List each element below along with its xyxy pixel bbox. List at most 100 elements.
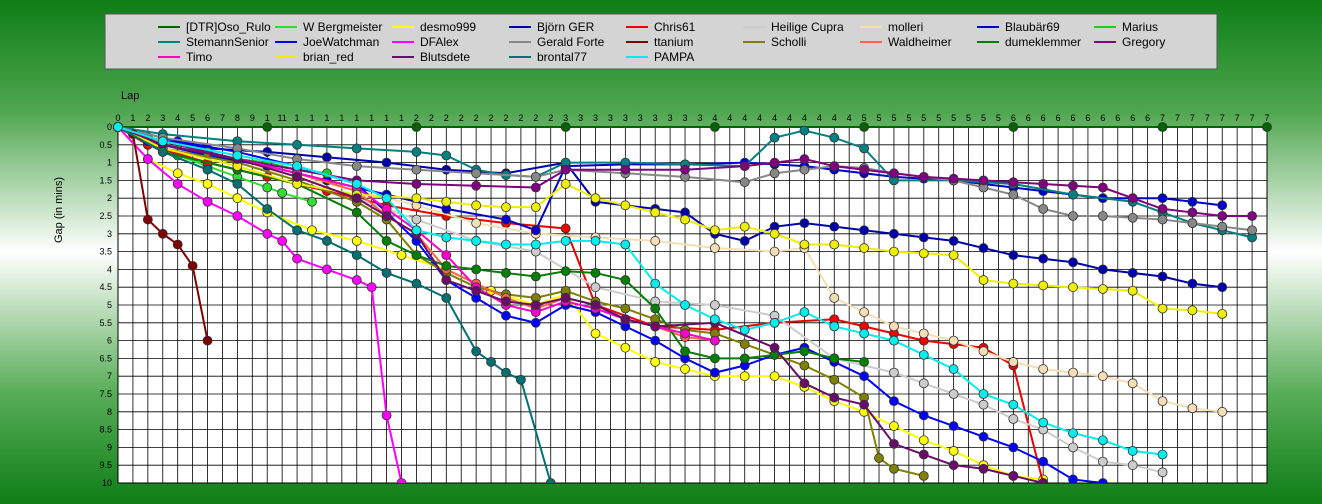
- data-point: [680, 214, 690, 225]
- data-point: [859, 164, 870, 175]
- x-tick-label: 5: [936, 113, 941, 123]
- data-point: [1187, 305, 1198, 316]
- data-point: [202, 196, 213, 207]
- data-point: [501, 214, 511, 225]
- data-point: [292, 253, 302, 264]
- x-tick-label: 3: [578, 113, 583, 123]
- data-point: [1127, 285, 1138, 296]
- data-point: [829, 321, 840, 332]
- data-point: [739, 339, 750, 350]
- data-point: [859, 225, 870, 236]
- x-tick-label: 6: [1115, 113, 1120, 123]
- data-point: [1038, 417, 1049, 428]
- data-point: [441, 232, 452, 243]
- x-tick-label: 5: [966, 113, 971, 123]
- plot-area: [113, 122, 1272, 484]
- data-point: [889, 246, 899, 257]
- data-point: [1157, 467, 1168, 478]
- data-point: [322, 264, 332, 275]
- y-tick-label: 7: [107, 371, 112, 381]
- data-point: [486, 357, 496, 367]
- data-point: [1097, 284, 1108, 294]
- y-tick-label: 6.5: [99, 353, 112, 363]
- y-tick-label: 4.5: [99, 282, 112, 292]
- data-point: [1068, 367, 1078, 378]
- data-point: [1068, 474, 1078, 483]
- x-tick-label: 1: [339, 113, 344, 123]
- y-tick-label: 9.5: [99, 460, 112, 470]
- data-point: [1157, 193, 1168, 204]
- data-point: [441, 250, 452, 261]
- data-point: [1097, 264, 1108, 275]
- data-point: [1187, 207, 1198, 218]
- data-point: [799, 307, 810, 318]
- data-point: [411, 214, 422, 225]
- data-point: [172, 179, 183, 189]
- data-point: [1038, 456, 1049, 467]
- y-tick-label: 8: [107, 407, 112, 417]
- data-point: [769, 157, 780, 168]
- y-tick-label: 7.5: [99, 389, 112, 399]
- x-tick-label: 3: [608, 113, 613, 123]
- data-point: [769, 132, 780, 143]
- data-point: [530, 317, 541, 328]
- data-point: [829, 392, 840, 403]
- series-line: [117, 126, 1163, 456]
- data-point: [889, 168, 899, 179]
- data-point: [381, 236, 392, 246]
- data-point: [769, 246, 780, 257]
- x-tick-label: 7: [1220, 113, 1225, 123]
- data-point: [1262, 122, 1272, 132]
- data-point: [1157, 303, 1168, 314]
- legend-label: Chris61: [654, 20, 696, 34]
- data-point: [859, 399, 870, 410]
- x-tick-label: 3: [593, 113, 598, 123]
- x-tick-label: 1: [324, 113, 329, 123]
- data-point: [1097, 182, 1108, 193]
- data-point: [1068, 211, 1078, 221]
- data-point: [769, 317, 780, 328]
- data-point: [351, 275, 362, 285]
- data-point: [142, 154, 153, 164]
- x-tick-label: 6: [1041, 113, 1046, 123]
- data-point: [889, 396, 899, 407]
- data-point: [471, 200, 482, 211]
- data-point: [799, 346, 810, 357]
- data-point: [411, 122, 422, 132]
- x-tick-label: 7: [220, 113, 225, 123]
- data-point: [590, 282, 601, 293]
- x-tick-label: 6: [1056, 113, 1061, 123]
- data-point: [978, 431, 989, 442]
- data-point: [889, 321, 899, 332]
- data-point: [1008, 278, 1019, 289]
- data-point: [1068, 282, 1078, 293]
- data-point: [620, 200, 631, 211]
- y-tick-label: 2: [107, 193, 112, 203]
- data-point: [709, 314, 720, 325]
- data-point: [978, 346, 989, 357]
- legend-label: Timo: [186, 50, 213, 64]
- data-point: [545, 478, 556, 483]
- data-point: [1127, 268, 1138, 278]
- data-point: [530, 171, 541, 182]
- data-point: [918, 378, 929, 389]
- data-point: [948, 460, 959, 471]
- y-tick-label: 0: [107, 122, 112, 132]
- x-tick-label: 8: [235, 113, 240, 123]
- data-point: [859, 357, 870, 367]
- data-point: [1068, 180, 1078, 191]
- series: [113, 122, 1168, 460]
- data-point: [620, 342, 631, 353]
- data-point: [709, 353, 720, 364]
- x-tick-label: 2: [429, 113, 434, 123]
- data-point: [262, 122, 273, 132]
- data-point: [590, 268, 601, 278]
- data-point: [292, 139, 302, 150]
- legend-label: DFAlex: [420, 35, 459, 49]
- data-point: [978, 399, 989, 410]
- data-point: [113, 122, 123, 132]
- data-point: [351, 250, 362, 261]
- data-point: [874, 453, 884, 463]
- legend-label: PAMPA: [654, 50, 694, 64]
